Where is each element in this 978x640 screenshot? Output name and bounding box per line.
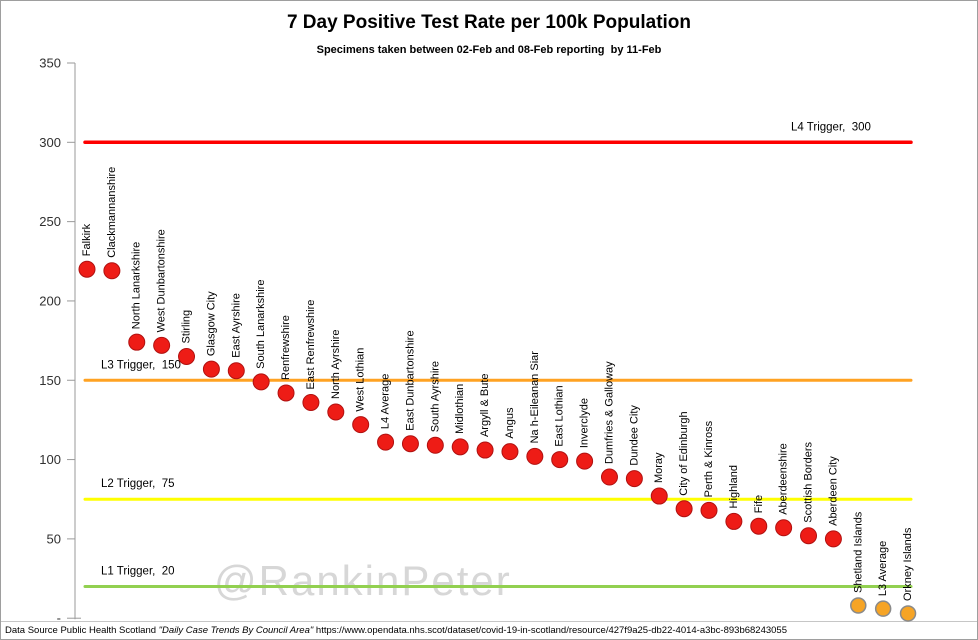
footer-prefix: Data Source Public Health Scotland: [5, 625, 159, 636]
data-point-label: Orkney Islands: [902, 527, 914, 601]
data-point: [476, 441, 494, 459]
data-point: [650, 487, 668, 505]
data-point: [576, 452, 594, 470]
data-point: [850, 597, 867, 614]
data-point: [153, 336, 171, 354]
trigger-label-l1: L1 Trigger, 20: [101, 565, 175, 577]
chart-title: 7 Day Positive Test Rate per 100k Popula…: [286, 12, 692, 33]
data-point-label: Falkirk: [81, 223, 93, 256]
data-point-label: Angus: [504, 407, 516, 439]
data-point-label: East Renfrewshire: [305, 300, 317, 390]
data-point-label: Highland: [728, 465, 740, 508]
data-point: [600, 468, 618, 486]
data-point: [252, 373, 270, 391]
data-point: [103, 262, 121, 280]
data-point-label: Perth & Kinross: [703, 420, 715, 497]
data-point-label: West Dunbartonshire: [156, 229, 168, 332]
data-point-label: East Lothian: [554, 385, 566, 446]
data-point: [302, 393, 320, 411]
data-point: [625, 470, 643, 488]
footer-source: Data Source Public Health Scotland "Dail…: [1, 621, 977, 639]
data-point: [327, 403, 345, 421]
trigger-label-l2: L2 Trigger, 75: [101, 478, 175, 490]
y-axis-tick-label: -: [57, 611, 61, 626]
data-point-label: Moray: [653, 452, 665, 483]
y-axis-tick-label: 300: [39, 135, 61, 150]
data-point: [401, 435, 419, 453]
chart-subtitle: Specimens taken between 02-Feb and 08-Fe…: [316, 44, 662, 56]
data-point: [501, 443, 519, 461]
data-point-label: North Lanarkshire: [131, 242, 143, 329]
data-point: [526, 447, 544, 465]
trigger-label-l3: L3 Trigger, 150: [101, 359, 181, 371]
data-point-label: Glasgow City: [205, 291, 217, 356]
data-point: [277, 384, 295, 402]
data-point-label: South Ayrshire: [429, 361, 441, 432]
data-point-label: Shetland Islands: [852, 511, 864, 593]
data-point-label: North Ayrshire: [330, 329, 342, 399]
data-point: [78, 260, 96, 278]
data-point-label: Dumfries & Galloway: [603, 361, 615, 464]
data-point-label: Stirling: [181, 310, 193, 344]
data-point-label: Aberdeenshire: [778, 443, 790, 515]
data-point: [899, 605, 917, 622]
data-point: [800, 527, 818, 545]
data-point: [128, 333, 146, 351]
data-point-label: Argyll & Bute: [479, 373, 491, 437]
y-axis-tick-label: 200: [39, 293, 61, 308]
y-axis-tick-label: 100: [39, 452, 61, 467]
footer-source-title: "Daily Case Trends By Council Area": [158, 625, 314, 636]
data-point: [824, 530, 842, 548]
data-point-label: L3 Average: [877, 541, 889, 596]
y-axis-tick-label: 350: [39, 55, 61, 70]
data-point: [451, 438, 469, 456]
data-point: [227, 362, 245, 380]
data-point-label: Clackmannanshire: [106, 167, 118, 258]
data-point: [675, 500, 693, 518]
data-point: [178, 347, 196, 365]
data-point: [202, 360, 220, 378]
data-point: [750, 517, 768, 535]
y-axis-tick-label: 250: [39, 214, 61, 229]
watermark: @RankinPeter: [214, 557, 512, 604]
data-point: [426, 436, 444, 454]
data-point-label: Renfrewshire: [280, 315, 292, 380]
data-point-label: Na h-Eileanan Siar: [529, 351, 541, 444]
data-point-label: East Ayrshire: [230, 293, 242, 358]
data-point: [700, 501, 718, 519]
data-point-label: Scottish Borders: [803, 442, 815, 523]
data-point-label: Aberdeen City: [827, 456, 839, 526]
data-point-label: East Dunbartonshire: [404, 330, 416, 430]
data-point-label: Dundee City: [628, 405, 640, 466]
y-axis-tick-label: 150: [39, 373, 61, 388]
data-point-label: South Lanarkshire: [255, 280, 267, 369]
data-point-label: Inverclyde: [579, 398, 591, 448]
data-point-label: West Lothian: [355, 348, 367, 412]
y-axis-tick-label: 50: [47, 531, 61, 546]
footer-url: https://www.opendata.nhs.scot/dataset/co…: [313, 625, 787, 636]
trigger-label-l4: L4 Trigger, 300: [791, 121, 871, 133]
data-point: [775, 519, 793, 537]
data-point: [725, 512, 743, 530]
data-point-label: City of Edinburgh: [678, 411, 690, 495]
data-point: [551, 451, 569, 469]
data-point-label: Fife: [753, 495, 765, 513]
data-point-label: L4 Average: [380, 374, 392, 429]
data-point: [874, 600, 892, 617]
data-point: [352, 416, 370, 434]
data-point-label: Midlothian: [454, 384, 466, 434]
data-point: [377, 433, 395, 451]
